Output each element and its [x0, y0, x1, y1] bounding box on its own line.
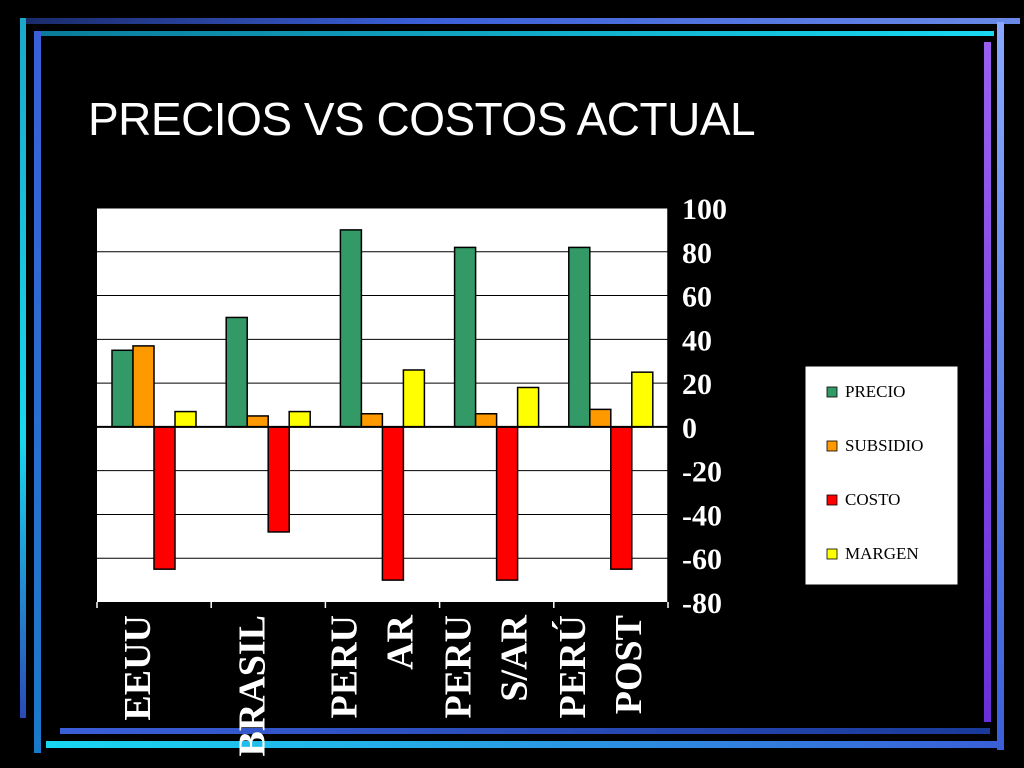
bar-subsidio-1: [246, 415, 269, 428]
legend-label-costo: COSTO: [845, 490, 900, 509]
frame-bottom-inner: [60, 728, 990, 734]
bar-subsidio-3: [474, 413, 498, 428]
x-category-label: EEUU: [117, 615, 159, 721]
x-category-label: S/AR: [494, 614, 536, 701]
legend-label-subsidio: SUBSIDIO: [845, 436, 923, 455]
bar-precio-1: [225, 316, 248, 428]
y-tick-label: 20: [682, 368, 712, 401]
x-category-label: PERU: [324, 615, 366, 718]
frame-right-outer: [997, 22, 1004, 750]
bar-precio-0: [111, 349, 134, 428]
y-tick-label: 80: [682, 237, 712, 270]
legend-label-margen: MARGEN: [845, 544, 919, 563]
x-category-label: PERU: [438, 615, 480, 718]
bar-margen-2: [402, 369, 426, 428]
bar-costo-3: [495, 426, 519, 581]
legend-label-precio: PRECIO: [845, 382, 905, 401]
y-tick-label: 100: [682, 193, 727, 226]
frame-top-inner: [34, 31, 994, 36]
x-category-label: BRASIL: [231, 615, 273, 757]
bar-margen-4: [631, 371, 654, 428]
legend-swatch-precio: [826, 386, 838, 398]
frame-left-inner: [34, 31, 41, 753]
x-category-label: POST: [608, 615, 650, 714]
bar-margen-0: [174, 410, 197, 428]
x-category-label: PERÚ: [552, 615, 594, 718]
bar-precio-4: [568, 246, 591, 428]
bar-costo-2: [381, 426, 405, 581]
bar-costo-1: [267, 426, 290, 533]
frame-left-outer: [20, 18, 26, 718]
frame-top-outer: [20, 18, 1020, 24]
bar-precio-2: [339, 229, 363, 428]
slide-title: PRECIOS VS COSTOS ACTUAL: [88, 93, 756, 145]
bar-costo-4: [610, 426, 633, 570]
bar-subsidio-4: [589, 408, 612, 428]
x-category-label: AR: [380, 614, 422, 669]
y-tick-label: 0: [682, 412, 697, 445]
y-tick-label: 40: [682, 324, 712, 357]
frame-right-inner: [984, 42, 991, 722]
bar-subsidio-0: [132, 345, 155, 428]
frame-bottom-outer: [46, 741, 998, 748]
y-tick-label: 60: [682, 281, 712, 314]
y-tick-label: -80: [682, 587, 722, 620]
legend-swatch-margen: [826, 548, 838, 560]
bar-margen-3: [516, 386, 540, 428]
bar-margen-1: [288, 410, 311, 428]
legend-box: [804, 365, 959, 586]
legend-swatch-costo: [826, 494, 838, 506]
y-tick-label: -60: [682, 543, 722, 576]
legend-swatch-subsidio: [826, 440, 838, 452]
y-tick-label: -40: [682, 499, 722, 532]
bar-subsidio-2: [360, 413, 384, 428]
bar-costo-0: [153, 426, 176, 570]
bar-precio-3: [453, 246, 477, 428]
y-tick-label: -20: [682, 456, 722, 489]
